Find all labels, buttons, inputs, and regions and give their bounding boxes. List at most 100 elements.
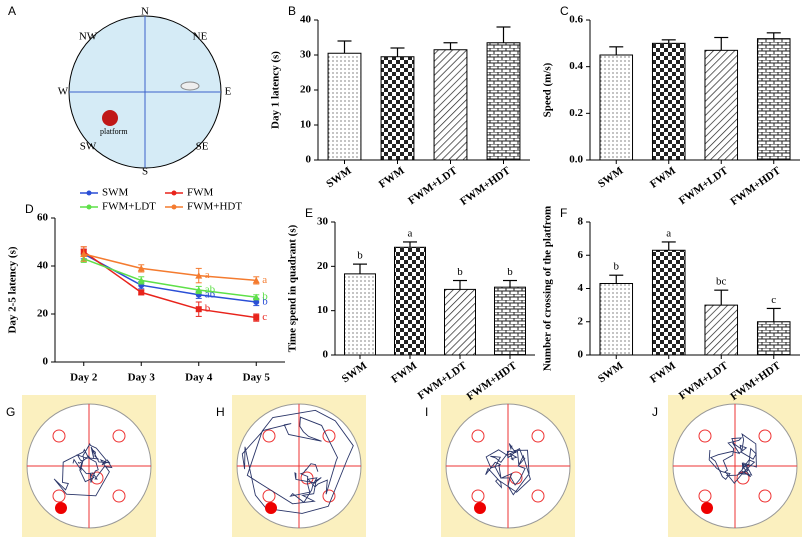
y-tick-label: 40 xyxy=(37,260,49,272)
bar xyxy=(327,52,362,161)
significance-letter: b xyxy=(614,261,620,273)
panel-label: D xyxy=(25,202,34,216)
panel-label: I xyxy=(425,405,428,419)
direction-label: N xyxy=(141,6,149,18)
maze-diagram: A platform N NE E SE S SW W NW xyxy=(8,4,232,177)
significance-letter: ab xyxy=(205,284,216,296)
x-tick-label: SWM xyxy=(596,164,626,190)
direction-label: NE xyxy=(193,31,208,43)
bar xyxy=(651,42,686,161)
quadrant-ring xyxy=(112,429,126,443)
platform xyxy=(102,110,118,126)
y-tick-label: 0.4 xyxy=(569,60,583,72)
marker xyxy=(80,250,88,257)
bar xyxy=(486,42,521,161)
y-tick-label: 20 xyxy=(37,308,49,320)
legend-label: FWM+LDT xyxy=(102,201,156,213)
legend-marker xyxy=(86,190,92,196)
bar xyxy=(380,56,415,161)
track-panels: G H I J xyxy=(6,395,802,537)
direction-label: S xyxy=(142,166,148,178)
y-axis-label: Day 2-5 latency (s) xyxy=(7,246,19,333)
significance-letter: b xyxy=(457,266,463,278)
quadrant-ring xyxy=(52,429,66,443)
legend-label: FWM+HDT xyxy=(187,201,242,213)
y-axis-label: Speed (m/s) xyxy=(542,62,554,117)
bar xyxy=(756,38,791,161)
y-tick-label: 8 xyxy=(578,216,584,228)
y-tick-label: 0 xyxy=(306,154,312,166)
y-tick-label: 0.6 xyxy=(569,14,583,26)
significance-letter: b xyxy=(357,250,363,262)
significance-letter: ab xyxy=(205,288,216,300)
x-tick-label: Day 2 xyxy=(70,372,98,384)
significance-letter: b xyxy=(507,266,513,278)
x-tick-label: FWM+HDT xyxy=(458,164,513,208)
bar xyxy=(494,286,526,356)
x-tick-label: SWM xyxy=(324,164,354,190)
bar xyxy=(394,246,426,356)
legend-marker xyxy=(171,190,177,196)
quadrant-ring xyxy=(471,489,485,503)
significance-letter: c xyxy=(262,311,267,323)
marker xyxy=(195,272,203,279)
track-platform xyxy=(55,502,67,514)
y-axis-label: Day 1 latency (s) xyxy=(270,51,282,129)
x-tick-label: Day 5 xyxy=(243,372,271,384)
series-line xyxy=(83,250,257,319)
legend-label: FWM xyxy=(187,187,214,199)
y-tick-label: 4 xyxy=(578,282,584,294)
significance-letter: a xyxy=(408,227,413,239)
marker xyxy=(195,286,203,293)
marker xyxy=(253,299,260,305)
bar xyxy=(599,283,634,356)
bar xyxy=(433,49,468,161)
legend-marker xyxy=(86,204,92,210)
y-tick-label: 2 xyxy=(578,315,584,327)
quadrant-ring xyxy=(698,489,712,503)
bar xyxy=(704,304,739,356)
marker xyxy=(137,276,145,284)
bar xyxy=(444,288,476,356)
legend-marker xyxy=(171,204,177,210)
bar xyxy=(756,321,791,356)
significance-letter: b xyxy=(205,303,211,315)
panel-label: E xyxy=(305,206,313,220)
track-platform xyxy=(701,502,713,514)
marker xyxy=(252,293,260,301)
direction-label: SW xyxy=(80,141,97,153)
quadrant-ring xyxy=(758,429,772,443)
significance-letter: c xyxy=(771,294,776,306)
swim-track xyxy=(53,443,113,497)
direction-label: SE xyxy=(196,141,209,153)
quadrant-ring xyxy=(322,489,336,503)
significance-letter: a xyxy=(666,227,671,239)
panel-label: J xyxy=(652,405,658,419)
marker xyxy=(195,306,202,313)
x-tick-label: FWM+LDT xyxy=(406,164,460,207)
y-tick-label: 10 xyxy=(300,119,312,131)
bar xyxy=(599,54,634,161)
marker xyxy=(253,314,260,321)
x-tick-label: SWM xyxy=(340,359,370,385)
y-tick-label: 0 xyxy=(323,349,329,361)
y-tick-label: 30 xyxy=(300,49,312,61)
quadrant-ring xyxy=(698,429,712,443)
direction-label: W xyxy=(58,86,69,98)
x-tick-label: FWM+HDT xyxy=(728,164,783,208)
y-tick-label: 20 xyxy=(317,260,329,272)
y-tick-label: 6 xyxy=(578,249,584,261)
marker xyxy=(252,276,260,284)
y-tick-label: 60 xyxy=(37,212,49,224)
panel-label: A xyxy=(8,4,16,18)
panel-label: C xyxy=(560,4,569,18)
x-tick-label: Day 4 xyxy=(185,372,213,384)
bar xyxy=(344,273,376,356)
x-tick-label: Day 3 xyxy=(128,372,156,384)
track-platform xyxy=(265,502,277,514)
quadrant-ring xyxy=(471,429,485,443)
quadrant-ring xyxy=(758,489,772,503)
direction-label: NW xyxy=(79,31,98,43)
y-tick-label: 40 xyxy=(300,14,312,26)
